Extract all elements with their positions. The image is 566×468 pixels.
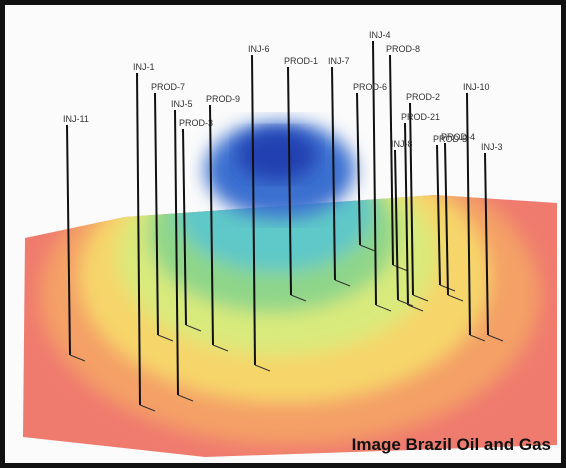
well-label: INJ-1: [133, 62, 155, 72]
well-tail: [397, 299, 414, 307]
well-label: PROD-21: [401, 112, 440, 122]
well-tail: [375, 304, 392, 312]
well-label: PROD-3: [179, 118, 213, 128]
well-tail: [487, 334, 504, 342]
well-label: PROD-1: [284, 56, 318, 66]
well-line: [409, 102, 414, 296]
well-tail: [212, 344, 229, 352]
well-line: [331, 66, 336, 281]
well-tail: [177, 394, 194, 402]
well-line: [394, 149, 399, 301]
well-label: INJ-5: [171, 99, 193, 109]
well-label: PROD-5: [433, 134, 467, 144]
well-line: [404, 122, 409, 306]
well-line: [174, 109, 179, 396]
well-tail: [407, 304, 424, 312]
well-label: PROD-4: [441, 132, 475, 142]
well-tail: [69, 354, 86, 362]
well-tail: [469, 334, 486, 342]
well-tail: [447, 294, 464, 302]
well-tail: [254, 364, 271, 372]
well-tail: [359, 244, 376, 252]
caption: Image Brazil Oil and Gas: [351, 435, 551, 454]
well-line: [389, 54, 394, 266]
well-label: PROD-2: [406, 92, 440, 102]
well-line: [209, 104, 214, 346]
well-line: [372, 40, 377, 306]
well-line: [136, 72, 141, 406]
well-label: INJ-10: [463, 82, 490, 92]
well-line: [287, 66, 292, 296]
reservoir-core: [237, 129, 317, 181]
well-tail: [290, 294, 307, 302]
well-line: [251, 54, 256, 366]
well-label: PROD-6: [353, 82, 387, 92]
well-tail: [185, 324, 202, 332]
well-tail: [392, 264, 409, 272]
well-tail: [412, 294, 429, 302]
well-line: [356, 92, 361, 246]
well-label: INJ-8: [391, 139, 413, 149]
well-line: [466, 92, 471, 336]
well-line: [436, 144, 441, 286]
well-line: [484, 152, 489, 336]
well-label: INJ-7: [328, 56, 350, 66]
well-tail: [139, 404, 156, 412]
reservoir-scene: INJ-11 INJ-1 PROD-7 INJ-5 PROD-3 PROD-9 INJ-6 P…: [23, 30, 557, 457]
wells: INJ-11 INJ-1 PROD-7 INJ-5 PROD-3 PROD-9 INJ-6 P…: [63, 30, 504, 412]
well-label: PROD-9: [206, 94, 240, 104]
well-label: INJ-3: [481, 142, 503, 152]
well-label: INJ-4: [369, 30, 391, 40]
well-label: PROD-8: [386, 44, 420, 54]
well-line: [182, 128, 187, 326]
well-tail: [157, 334, 174, 342]
well-line: [66, 124, 71, 356]
well-line: [444, 142, 449, 296]
well-label: INJ-11: [63, 114, 89, 124]
well-line: [154, 92, 159, 336]
well-label: INJ-6: [248, 44, 270, 54]
well-label: PROD-7: [151, 82, 185, 92]
well-tail: [334, 279, 351, 287]
